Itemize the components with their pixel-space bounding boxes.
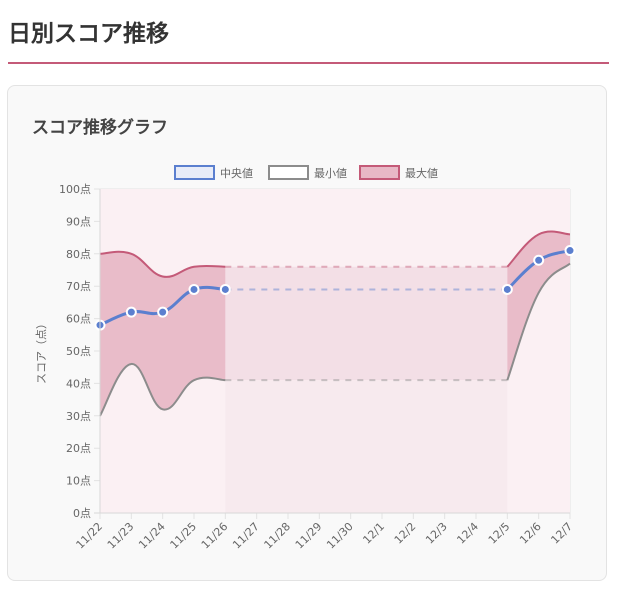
legend-item-max[interactable]: 最大値 <box>359 165 438 180</box>
x-tick-label: 11/24 <box>136 520 168 552</box>
page-title: 日別スコア推移 <box>8 21 169 47</box>
title-divider <box>8 62 609 64</box>
median-data-point[interactable] <box>125 306 137 318</box>
legend-item-min[interactable]: 最小値 <box>268 165 347 180</box>
median-data-point[interactable] <box>501 283 513 295</box>
min-line <box>99 362 226 417</box>
x-tick-label: 11/25 <box>168 520 200 552</box>
legend-swatch <box>268 165 309 180</box>
y-tick-label: 30点 <box>66 410 91 423</box>
legend-label: 最大値 <box>405 166 438 180</box>
legend-item-median[interactable]: 中央値 <box>174 165 253 180</box>
y-tick-label: 80点 <box>66 248 91 261</box>
x-tick-label: 11/27 <box>230 520 262 552</box>
x-tick-label: 11/30 <box>324 520 356 552</box>
min-line <box>506 262 571 381</box>
y-tick-label: 70点 <box>66 280 91 293</box>
max-min-band-fill <box>507 231 570 381</box>
legend-label: 最小値 <box>314 167 347 180</box>
card-title: スコア推移グラフ <box>32 118 168 138</box>
median-data-point[interactable] <box>533 254 545 266</box>
x-tick-label: 12/2 <box>392 520 419 547</box>
x-tick-label: 12/1 <box>360 520 387 547</box>
x-tick-label: 11/28 <box>262 520 294 552</box>
max-line <box>506 230 571 268</box>
x-tick-label: 12/7 <box>548 520 575 547</box>
legend-swatch <box>174 165 215 180</box>
median-data-point[interactable] <box>157 306 169 318</box>
x-tick-label: 12/5 <box>486 520 513 547</box>
x-tick-label: 11/26 <box>199 520 231 552</box>
median-data-point[interactable] <box>564 245 576 257</box>
y-tick-label: 40点 <box>66 377 91 390</box>
x-tick-label: 12/6 <box>517 520 544 547</box>
y-tick-label: 10点 <box>66 475 91 488</box>
y-tick-label: 60点 <box>66 313 91 326</box>
legend-label: 中央値 <box>220 167 253 180</box>
median-data-point[interactable] <box>188 283 200 295</box>
y-tick-label: 50点 <box>66 345 91 358</box>
y-tick-label: 0点 <box>73 507 91 520</box>
gap-band-fill <box>225 266 508 381</box>
x-tick-label: 11/29 <box>293 520 325 552</box>
x-tick-label: 12/4 <box>454 520 481 547</box>
y-tick-label: 100点 <box>59 183 91 196</box>
median-data-point[interactable] <box>219 283 231 295</box>
x-tick-label: 11/22 <box>74 520 106 552</box>
gap-under-fill <box>225 380 508 513</box>
x-tick-label: 12/3 <box>423 520 450 547</box>
y-tick-label: 20点 <box>66 442 91 455</box>
legend-swatch <box>359 165 400 180</box>
y-axis-title: スコア（点） <box>35 318 48 384</box>
max-line <box>99 250 226 278</box>
x-tick-label: 11/23 <box>105 520 137 552</box>
y-tick-label: 90点 <box>66 215 91 228</box>
